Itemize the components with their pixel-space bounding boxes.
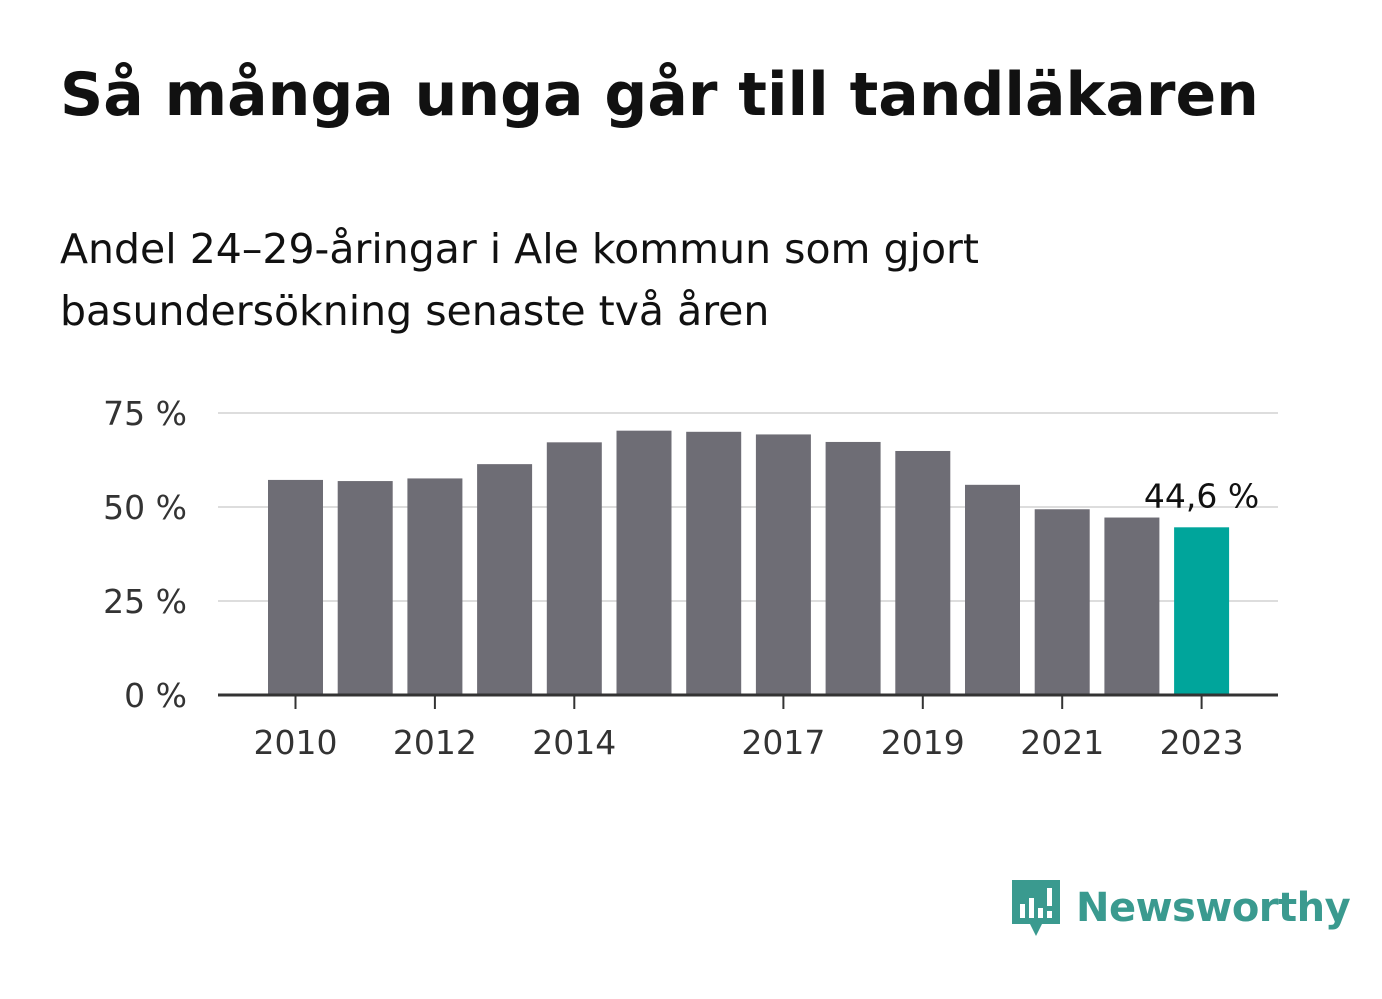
y-tick-label: 25 % — [103, 582, 187, 621]
newsworthy-logo: Newsworthy — [1010, 878, 1351, 938]
x-tick-label: 2023 — [1160, 723, 1244, 762]
gridlines — [218, 412, 1278, 602]
bar-2015 — [616, 430, 672, 695]
bar-2010 — [268, 479, 323, 695]
bar-2011 — [337, 481, 393, 695]
bar-2021 — [1034, 509, 1090, 695]
bar-2019 — [895, 450, 951, 695]
labels: 0 % 25 % 50 % 75 % 44,6 % 2010 2012 2014 2017 201… — [103, 394, 1259, 762]
bar-2020 — [965, 484, 1020, 695]
bar-2018 — [825, 441, 881, 695]
y-tick-label: 50 % — [103, 488, 187, 527]
y-tick-label: 0 % — [124, 676, 187, 715]
bar-2022 — [1104, 517, 1160, 695]
x-tick-label: 2014 — [532, 723, 616, 762]
bar-chart-speech-bubble-icon — [1012, 880, 1060, 936]
x-tick-label: 2012 — [393, 723, 477, 762]
bar-2023 — [1174, 527, 1230, 695]
brand-name: Newsworthy — [1076, 885, 1351, 931]
bar-2014 — [546, 442, 602, 695]
chart-subtitle: Andel 24–29-åringar i Ale kommun som gjo… — [60, 225, 979, 335]
bar-2016 — [686, 431, 742, 695]
x-tick-label: 2021 — [1020, 723, 1104, 762]
y-tick-label: 75 % — [103, 394, 187, 433]
bar-2017 — [755, 434, 811, 695]
x-tick-label: 2017 — [741, 723, 825, 762]
highlight-value-label: 44,6 % — [1144, 476, 1259, 515]
x-tick-label: 2010 — [254, 723, 338, 762]
bar-2012 — [407, 478, 463, 695]
bar-2013 — [477, 464, 533, 695]
bars — [268, 430, 1230, 695]
x-tick-label: 2019 — [881, 723, 965, 762]
chart-title: Så många unga går till tandläkaren — [60, 60, 1259, 130]
axes — [218, 693, 1278, 709]
